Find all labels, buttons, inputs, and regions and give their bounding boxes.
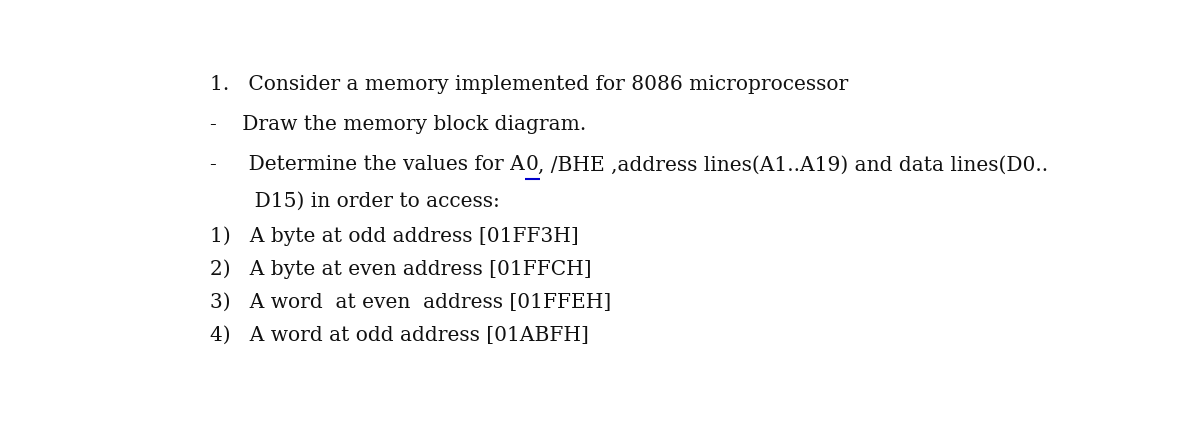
Text: 4)   A word at odd address [01ABFH]: 4) A word at odd address [01ABFH]: [210, 326, 589, 345]
Text: 0: 0: [526, 156, 538, 174]
Text: 2)   A byte at even address [01FFCH]: 2) A byte at even address [01FFCH]: [210, 260, 592, 279]
Text: D15) in order to access:: D15) in order to access:: [210, 191, 500, 210]
Text: , /BHE ,address lines(A1..A19) and data lines(D0..: , /BHE ,address lines(A1..A19) and data …: [538, 156, 1049, 174]
Text: 1.   Consider a memory implemented for 8086 microprocessor: 1. Consider a memory implemented for 808…: [210, 75, 848, 94]
Text: -    Draw the memory block diagram.: - Draw the memory block diagram.: [210, 115, 587, 133]
Text: -     Determine the values for A: - Determine the values for A: [210, 156, 526, 174]
Text: 1)   A byte at odd address [01FF3H]: 1) A byte at odd address [01FF3H]: [210, 227, 580, 246]
Text: 3)   A word  at even  address [01FFEH]: 3) A word at even address [01FFEH]: [210, 293, 612, 312]
